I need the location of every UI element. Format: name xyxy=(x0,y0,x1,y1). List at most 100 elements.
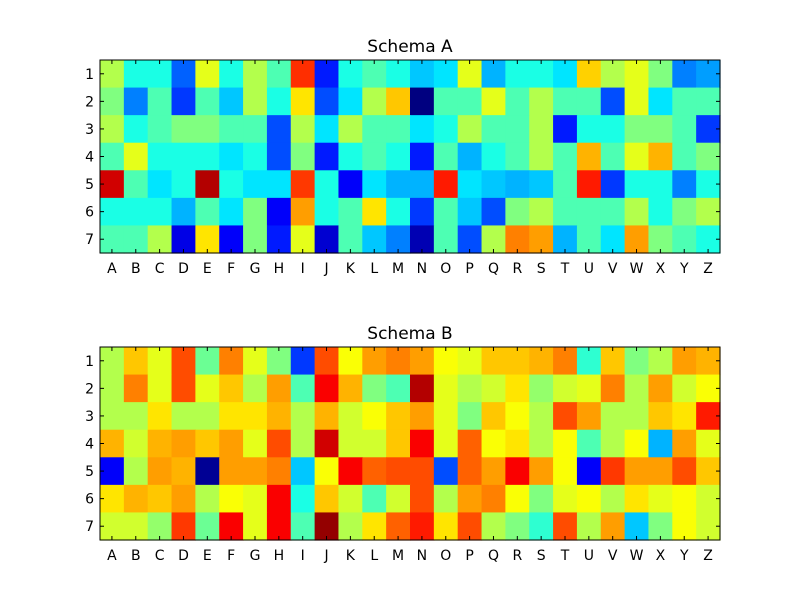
heatmap-cell-4-W xyxy=(624,142,650,171)
heatmap-cell-1-V xyxy=(600,60,626,89)
heatmap-cell-3-D xyxy=(171,402,196,431)
heatmap-cell-5-D xyxy=(171,170,196,199)
heatmap-cell-5-K xyxy=(338,170,363,199)
y-tick-label: 4 xyxy=(85,150,94,166)
heatmap-cell-5-W xyxy=(624,170,650,199)
heatmap-cell-7-L xyxy=(362,512,387,541)
x-tick-label: Z xyxy=(703,548,713,564)
heatmap-cell-7-F xyxy=(219,512,244,541)
heatmap-cell-1-M xyxy=(386,347,411,376)
x-tick-label: X xyxy=(656,548,666,564)
heatmap-cell-7-H xyxy=(266,512,292,541)
x-tick-label: R xyxy=(512,548,522,564)
heatmap-cell-3-B xyxy=(123,115,149,144)
heatmap-cell-4-F xyxy=(219,429,244,458)
chart-title: Schema A xyxy=(367,37,453,57)
heatmap-cell-2-J xyxy=(314,374,340,403)
y-tick-label: 6 xyxy=(85,492,94,508)
heatmap-cell-2-D xyxy=(171,87,196,116)
heatmap-cell-1-C xyxy=(147,347,173,376)
heatmap-cell-2-B xyxy=(123,87,149,116)
heatmap-cell-1-L xyxy=(362,347,387,376)
heatmap-cell-5-Q xyxy=(481,457,506,486)
heatmap-cell-4-H xyxy=(266,429,292,458)
heatmap-cell-2-P xyxy=(457,87,483,116)
heatmap-cell-2-P xyxy=(457,374,483,403)
heatmap-cell-1-W xyxy=(624,347,650,376)
heatmap-cell-4-Y xyxy=(672,429,697,458)
heatmap-cell-5-R xyxy=(505,457,530,486)
heatmap-cell-6-S xyxy=(529,484,554,514)
heatmap-cell-3-F xyxy=(219,115,244,144)
heatmap-cell-7-U xyxy=(576,512,602,541)
heatmap-cell-2-G xyxy=(243,87,268,116)
heatmap-cell-2-M xyxy=(386,374,411,403)
heatmap-cell-4-S xyxy=(529,142,554,171)
heatmap-cell-1-R xyxy=(505,60,530,89)
y-tick-label: 3 xyxy=(85,122,94,138)
heatmap-cell-4-A xyxy=(100,429,125,458)
heatmap-cell-6-Y xyxy=(672,197,697,227)
heatmap-cell-3-V xyxy=(600,115,626,144)
heatmap-cell-3-B xyxy=(123,402,149,431)
heatmap-cell-6-V xyxy=(600,197,626,227)
heatmap-cell-1-X xyxy=(648,60,673,89)
heatmap-cell-6-C xyxy=(147,197,173,227)
x-tick-label: H xyxy=(274,548,285,564)
x-tick-label: F xyxy=(227,548,235,564)
heatmap-cell-6-C xyxy=(147,484,173,514)
heatmap-cell-7-V xyxy=(600,512,626,541)
heatmap-cell-6-O xyxy=(433,197,459,227)
heatmap-cell-6-F xyxy=(219,197,244,227)
heatmap-cell-5-Y xyxy=(672,457,697,486)
heatmap-cell-5-W xyxy=(624,457,650,486)
heatmap-cell-2-R xyxy=(505,87,530,116)
heatmap-cell-3-V xyxy=(600,402,626,431)
heatmap-cell-4-P xyxy=(457,142,483,171)
heatmap-cell-6-Y xyxy=(672,484,697,514)
heatmap-cell-6-T xyxy=(553,197,578,227)
heatmap-cell-2-S xyxy=(529,87,554,116)
x-tick-label: P xyxy=(465,548,473,564)
x-tick-label: I xyxy=(301,548,305,564)
x-tick-label: P xyxy=(465,261,473,277)
heatmap-cell-3-J xyxy=(314,402,340,431)
heatmap-cell-4-I xyxy=(290,429,316,458)
heatmap-cell-7-C xyxy=(147,225,173,254)
heatmap-cell-1-S xyxy=(529,347,554,376)
heatmap-cell-5-O xyxy=(433,457,459,486)
heatmap-cell-3-C xyxy=(147,402,173,431)
heatmap-cell-1-P xyxy=(457,60,483,89)
heatmap-cell-2-M xyxy=(386,87,411,116)
heatmap-cell-1-C xyxy=(147,60,173,89)
heatmap-cell-4-L xyxy=(362,142,387,171)
y-tick-label: 7 xyxy=(85,519,94,535)
heatmap-cell-5-C xyxy=(147,457,173,486)
heatmap-cell-4-Q xyxy=(481,429,506,458)
heatmap-cell-2-X xyxy=(648,87,673,116)
heatmap-cell-1-F xyxy=(219,347,244,376)
heatmap-cell-4-R xyxy=(505,429,530,458)
heatmap-cell-1-Q xyxy=(481,347,506,376)
heatmap-cell-3-U xyxy=(576,115,602,144)
heatmap-cell-3-W xyxy=(624,115,650,144)
heatmap-panel-1: Schema A A B C D E F G H I J K L M N O P Q R S T U V W X Y Z 1 2 3 4 5 6… xyxy=(85,37,721,277)
heatmap-cell-4-K xyxy=(338,429,363,458)
heatmap-cell-2-H xyxy=(266,374,292,403)
heatmap-cell-1-K xyxy=(338,60,363,89)
heatmap-cell-4-D xyxy=(171,429,196,458)
heatmap-cell-1-N xyxy=(410,347,435,376)
heatmap-cell-5-N xyxy=(410,170,435,199)
heatmap-cell-2-W xyxy=(624,374,650,403)
y-tick-label: 5 xyxy=(85,177,94,193)
heatmap-cell-5-T xyxy=(553,457,578,486)
heatmap-cell-4-S xyxy=(529,429,554,458)
heatmap-cell-5-S xyxy=(529,170,554,199)
x-tick-label: L xyxy=(370,548,378,564)
heatmap-cell-3-W xyxy=(624,402,650,431)
heatmap-cell-5-Y xyxy=(672,170,697,199)
heatmap-cell-4-J xyxy=(314,429,340,458)
heatmap-cell-7-X xyxy=(648,512,673,541)
heatmap-cell-4-U xyxy=(576,142,602,171)
